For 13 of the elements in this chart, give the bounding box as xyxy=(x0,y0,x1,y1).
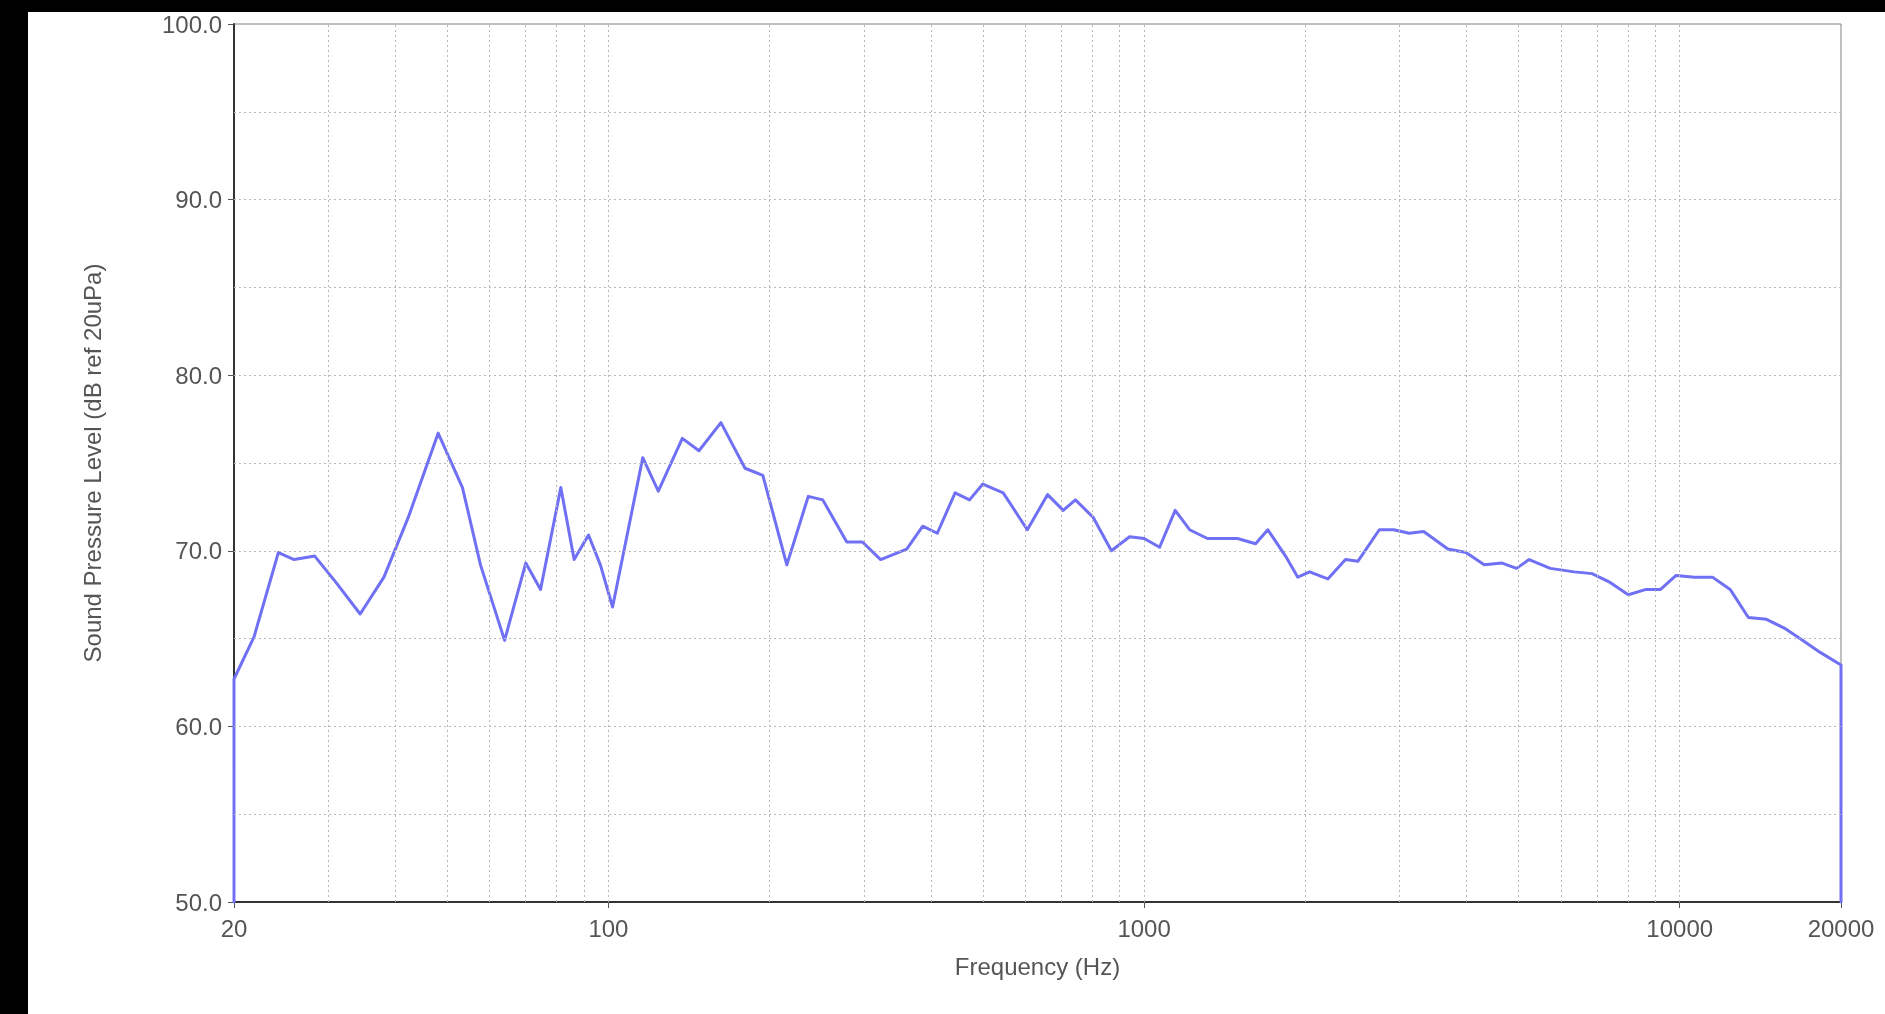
y-tick-label: 80.0 xyxy=(175,361,222,389)
y-tick-label: 50.0 xyxy=(175,888,222,916)
x-tick-label: 20 xyxy=(220,914,248,942)
y-tick-label: 60.0 xyxy=(175,712,222,740)
x-tick-label: 1000 xyxy=(1117,914,1171,942)
x-tick-label: 100 xyxy=(588,914,629,942)
y-tick-label: 90.0 xyxy=(175,186,222,214)
x-tick-label: 20000 xyxy=(1807,914,1875,942)
y-tick-label: 100.0 xyxy=(161,10,222,38)
y-tick-label: 70.0 xyxy=(175,537,222,565)
x-tick-label: 10000 xyxy=(1646,914,1714,942)
y-axis-title: Sound Pressure Level (dB ref 20uPa) xyxy=(78,263,106,663)
x-axis-title: Frequency (Hz) xyxy=(954,952,1121,980)
